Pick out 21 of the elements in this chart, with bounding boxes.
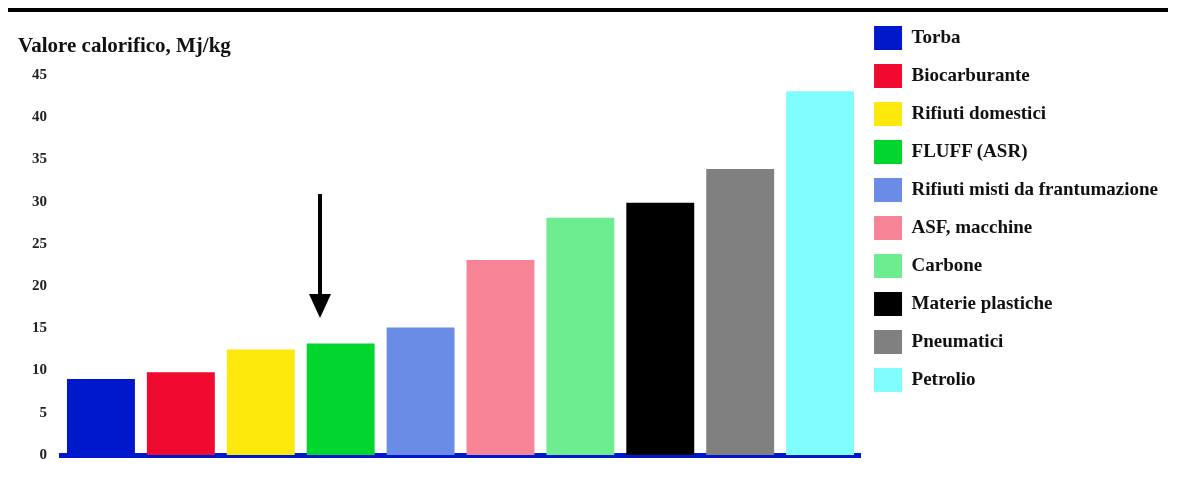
legend-label: Petrolio xyxy=(911,367,976,389)
y-tick-label: 35 xyxy=(32,150,47,167)
y-axis-title: Valore calorifico, Mj/kg xyxy=(18,33,232,58)
legend-label: Biocarburante xyxy=(911,63,1030,85)
y-tick-label: 15 xyxy=(32,319,47,336)
legend-label: Rifiuti domestici xyxy=(911,101,1047,123)
y-tick-label: 30 xyxy=(32,192,47,209)
y-tick-label: 0 xyxy=(39,445,47,462)
legend-label: ASF, macchine xyxy=(911,215,1033,237)
y-tick-label: 10 xyxy=(32,361,47,378)
legend-label: Rifiuti misti da frantumazione xyxy=(911,177,1159,199)
y-tick-label: 40 xyxy=(32,108,47,125)
y-tick-label: 45 xyxy=(32,66,47,83)
y-tick-label: 5 xyxy=(39,403,47,420)
y-tick-label: 20 xyxy=(32,277,47,294)
legend-label: Carbone xyxy=(911,253,983,275)
legend-label: Materie plastiche xyxy=(911,291,1053,313)
legend-label: FLUFF (ASR) xyxy=(911,139,1028,162)
legend-label: Pneumatici xyxy=(911,329,1004,351)
legend-label: Torba xyxy=(911,25,961,47)
y-tick-label: 25 xyxy=(32,234,47,251)
